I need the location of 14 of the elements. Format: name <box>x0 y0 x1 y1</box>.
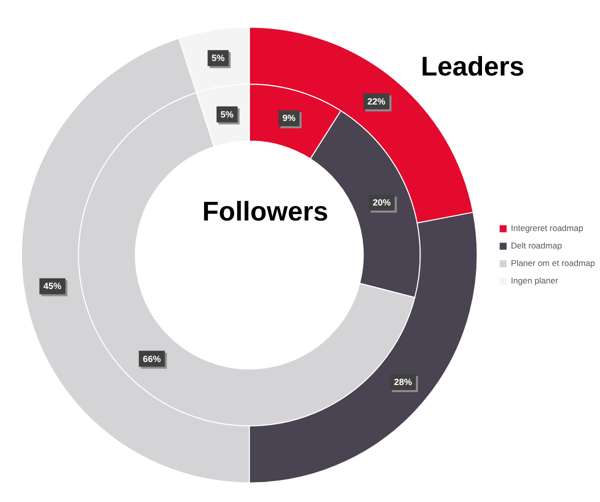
data-label: 28% <box>394 377 412 388</box>
data-label: 5% <box>220 109 234 120</box>
slice-label: Followers <box>202 196 328 226</box>
data-label: 20% <box>372 198 391 208</box>
data-label: 22% <box>367 96 386 106</box>
legend-label: Delt roadmap <box>510 240 562 251</box>
legend-label: Integreret roadmap <box>510 223 584 234</box>
legend-label: Planer om et roadmap <box>510 258 596 268</box>
data-label: 9% <box>282 113 296 124</box>
legend-label: Ingen planer <box>510 276 558 286</box>
data-label: 45% <box>43 281 62 292</box>
data-label: 5% <box>212 53 225 64</box>
data-label: 66% <box>142 354 161 364</box>
slice-label: Leaders <box>420 52 524 82</box>
